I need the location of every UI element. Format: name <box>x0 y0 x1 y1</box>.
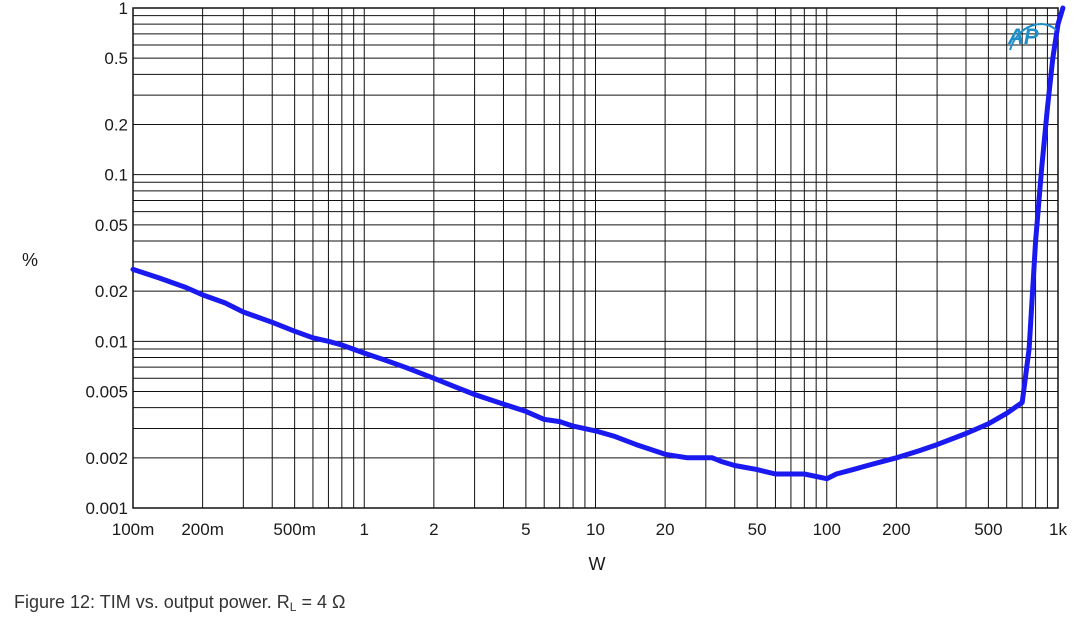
caption-subscript: L <box>289 600 297 614</box>
x-tick-label: 100m <box>112 520 155 539</box>
y-tick-label: 0.1 <box>104 166 128 185</box>
x-tick-label: 1k <box>1049 520 1067 539</box>
y-tick-label: 1 <box>119 0 128 18</box>
x-tick-label: 200m <box>181 520 224 539</box>
x-tick-label: 500 <box>974 520 1002 539</box>
ap-logo-text: AP <box>1007 24 1039 49</box>
series-line <box>130 5 1066 482</box>
x-tick-label: 20 <box>656 520 675 539</box>
x-tick-label: 1 <box>360 520 369 539</box>
y-tick-label: 0.001 <box>85 499 128 518</box>
y-tick-label: 0.005 <box>85 383 128 402</box>
caption-text: Figure 12: TIM vs. output power. R <box>14 592 290 612</box>
plot-frame <box>132 7 1059 509</box>
x-tick-label: 5 <box>521 520 530 539</box>
x-tick-label: 500m <box>273 520 316 539</box>
y-tick-labels: 1 0.5 0.2 0.1 0.05 0.02 0.01 0.005 0.002 0.001 <box>85 0 128 518</box>
ap-logo: AP <box>1007 23 1057 51</box>
x-tick-label: 200 <box>882 520 910 539</box>
y-tick-label: 0.002 <box>85 449 128 468</box>
y-tick-label: 0.2 <box>104 115 128 134</box>
data-series <box>130 5 1066 482</box>
caption-suffix: = 4 Ω <box>296 592 346 612</box>
x-tick-labels: 100m 200m 500m 1 2 5 10 20 50 100 200 500 1k <box>112 520 1068 539</box>
y-tick-label: 0.05 <box>95 216 128 235</box>
y-tick-label: 0.01 <box>95 332 128 351</box>
x-tick-label: 100 <box>813 520 841 539</box>
y-tick-label: 0.02 <box>95 282 128 301</box>
y-tick-label: 0.5 <box>104 49 128 68</box>
x-tick-label: 10 <box>586 520 605 539</box>
x-tick-label: 2 <box>429 520 438 539</box>
x-tick-label: 50 <box>748 520 767 539</box>
x-axis-label: W <box>589 554 606 574</box>
figure-caption: Figure 12: TIM vs. output power. RL = 4 … <box>14 592 345 614</box>
y-axis-label: % <box>22 250 38 270</box>
